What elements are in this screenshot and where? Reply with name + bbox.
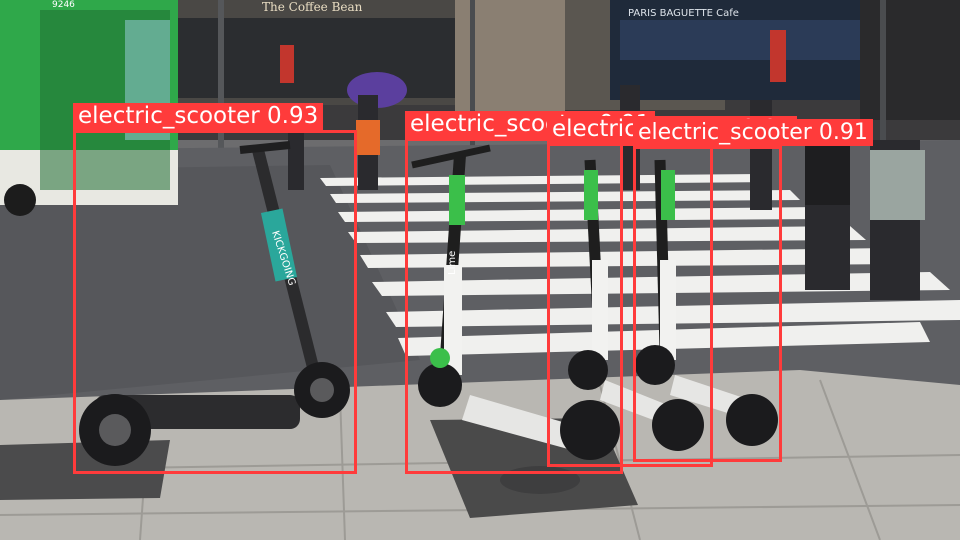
scooter-kickgoing-shape [79,141,350,466]
lime-lettering: Lime [447,251,458,275]
bus-number-text: 9246 [52,0,75,10]
detection-label: electric_scooter 0.91 [633,119,873,146]
detection-label: electric_scooter 0.93 [73,103,324,130]
coffee-shop-sign-text: The Coffee Bean [262,0,363,14]
detection-box: electric_scooter 0.93 [73,103,357,474]
scooter-lime-shapes [411,144,778,460]
detection-box: electric_scooter 0.91 [633,119,873,462]
bakery-sign-text: PARIS BAGUETTE Cafe [628,8,739,19]
